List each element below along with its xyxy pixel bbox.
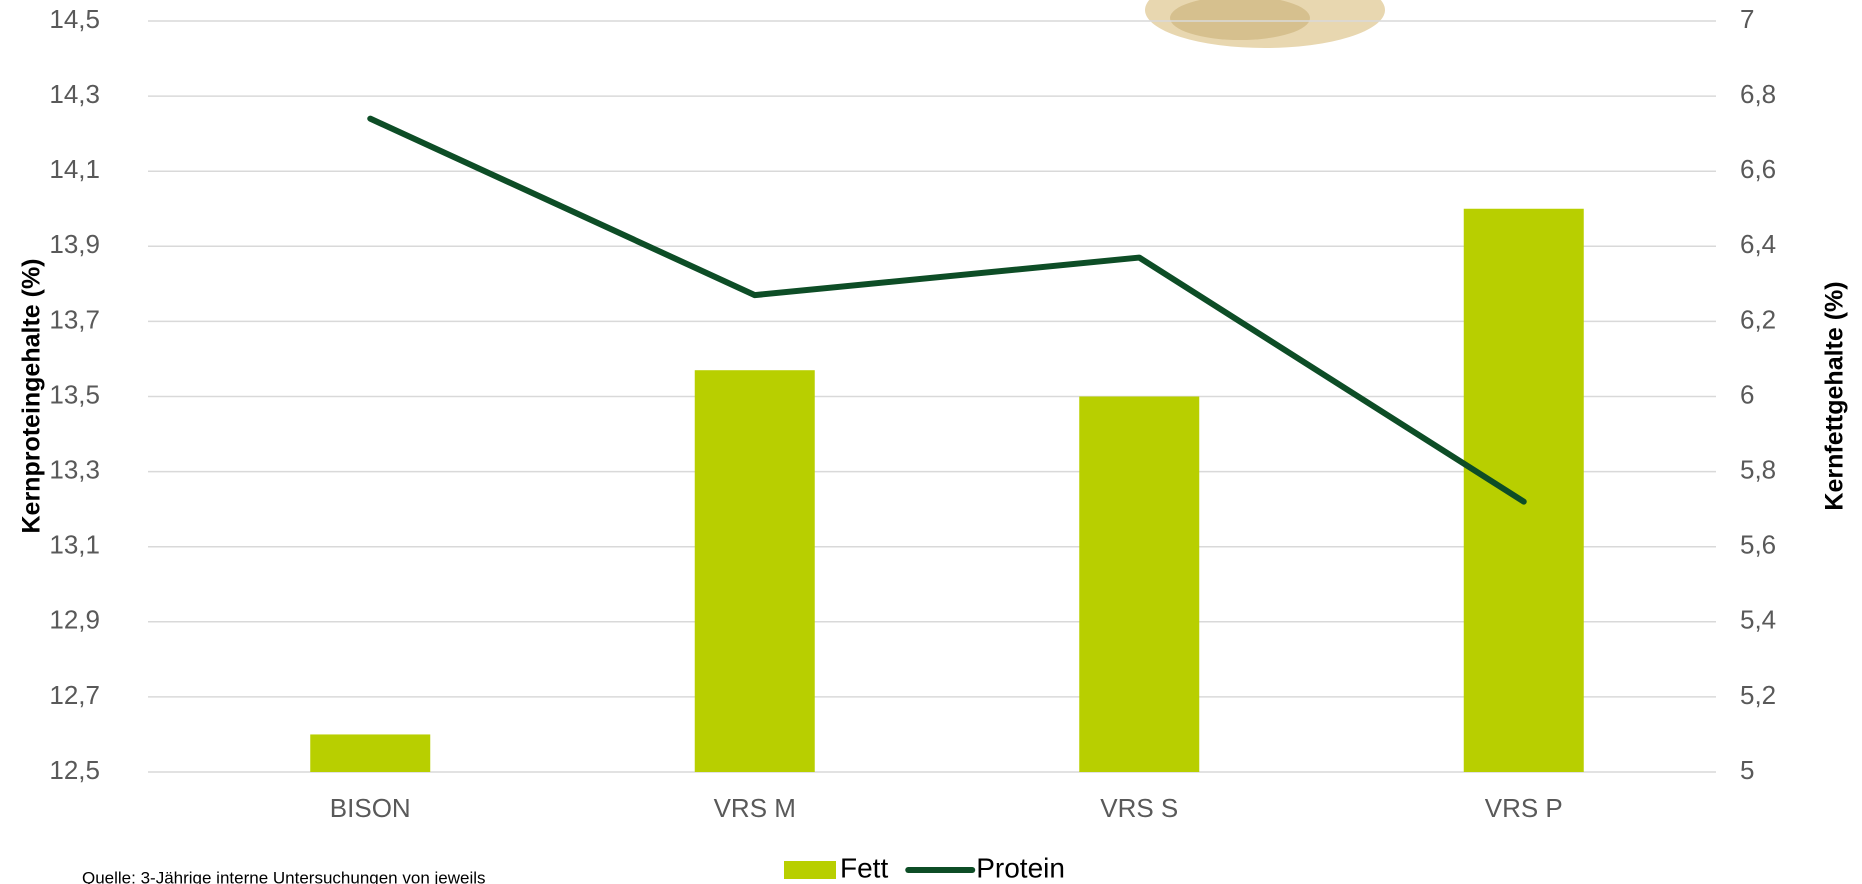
legend-swatch: [784, 861, 836, 879]
y-tick-label: 14,5: [49, 4, 100, 34]
y-tick-label: 13,3: [49, 454, 100, 484]
y2-tick-label: 6,8: [1740, 79, 1776, 109]
y-tick-label: 13,7: [49, 304, 100, 334]
bar: [1464, 209, 1584, 772]
y2-tick-label: 6,6: [1740, 154, 1776, 184]
y-tick-label: 12,9: [49, 605, 100, 635]
oat-image: [1145, 0, 1385, 48]
y-tick-label: 12,7: [49, 680, 100, 710]
bar: [1079, 397, 1199, 773]
x-tick-label: VRS M: [714, 793, 796, 823]
y2-tick-label: 7: [1740, 4, 1754, 34]
line: [370, 119, 1524, 502]
y2-tick-label: 6: [1740, 379, 1754, 409]
legend-label: Fett: [840, 852, 888, 883]
chart: Kernproteingehalte (%) Kernfettgehalte (…: [0, 0, 1862, 884]
y2-tick-label: 6,2: [1740, 304, 1776, 334]
y-tick-label: 14,1: [49, 154, 100, 184]
y-axis-title: Kernproteingehalte (%): [18, 258, 46, 533]
legend-label: Protein: [976, 852, 1065, 883]
y-tick-label: 13,1: [49, 530, 100, 560]
bar: [310, 734, 430, 772]
x-tick-label: VRS S: [1100, 793, 1178, 823]
y2-tick-label: 5,6: [1740, 530, 1776, 560]
x-tick-label: BISON: [330, 793, 411, 823]
y2-tick-label: 5: [1740, 755, 1754, 785]
bar: [695, 370, 815, 772]
y-tick-label: 12,5: [49, 755, 100, 785]
footnote: Quelle: 3-Jährige interne Untersuchungen…: [82, 868, 486, 884]
x-tick-label: VRS P: [1485, 793, 1563, 823]
y2-tick-label: 5,4: [1740, 605, 1776, 635]
y-tick-label: 13,5: [49, 379, 100, 409]
y-tick-label: 13,9: [49, 229, 100, 259]
y-tick-label: 14,3: [49, 79, 100, 109]
y2-axis-title: Kernfettgehalte (%): [1821, 281, 1849, 510]
y2-tick-label: 5,8: [1740, 454, 1776, 484]
y2-tick-label: 5,2: [1740, 680, 1776, 710]
y2-tick-label: 6,4: [1740, 229, 1776, 259]
